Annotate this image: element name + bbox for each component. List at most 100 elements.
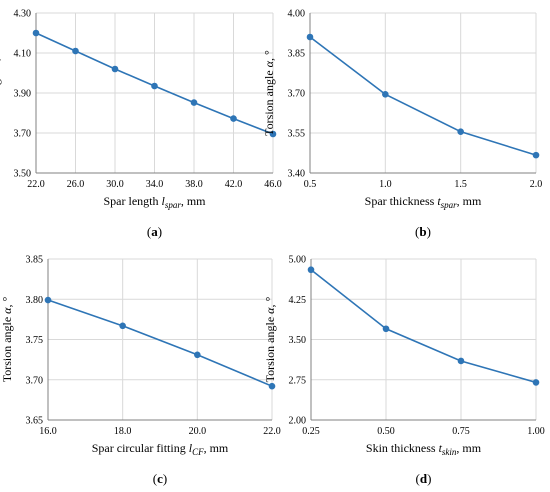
data-point: [457, 128, 464, 135]
series-line: [310, 269, 537, 384]
x-axis-title-unit: , mm: [456, 441, 481, 455]
data-point: [269, 130, 277, 138]
y-tick-label: 5.00: [289, 255, 307, 266]
y-axis-title-main: Torsion angle: [262, 67, 276, 135]
data-point: [230, 115, 237, 122]
x-axis-title: Spar length lspar, mm: [103, 194, 206, 210]
y-tick-label: 4.10: [14, 49, 32, 60]
y-tick-label: 3.50: [289, 335, 307, 346]
y-tick-label: 2.00: [289, 416, 307, 427]
x-axis-title-symbol: l: [189, 441, 193, 455]
x-tick-label: 22.0: [27, 179, 45, 190]
data-point: [307, 266, 315, 274]
chart-panel-1: 22.0 26.0 30.0 34.0 38.0 42.0 46.0 3.50 3.70 3.90…: [0, 9, 282, 240]
x-tick-label: 0.5: [304, 179, 317, 190]
y-tick-label: 3.70: [14, 129, 32, 140]
chart-panel-4: 0.25 0.50 0.75 1.00 2.00 2.75 3.50 4.25 5.00 Tors…: [263, 255, 545, 487]
x-tick-label: 16.0: [39, 426, 57, 437]
y-axis-title-main: Torsion angle: [0, 67, 2, 135]
panel-label-open: (: [153, 471, 157, 486]
x-tick-label: 30.0: [106, 179, 124, 190]
panel-label-close: ): [158, 224, 162, 239]
y-tick-label: 3.75: [26, 335, 44, 346]
data-point: [382, 91, 389, 98]
y-tick-label: 3.85: [288, 49, 306, 60]
y-axis-title: Torsion angle α, °: [263, 297, 277, 383]
y-tick-label: 3.70: [26, 375, 44, 386]
data-point: [44, 296, 52, 304]
chart-panel-3: 16.0 18.0 20.0 22.0 3.65 3.70 3.75 3.80 3.85 Tors…: [0, 255, 281, 487]
x-tick-label: 38.0: [185, 179, 203, 190]
x-tick-label: 18.0: [114, 426, 132, 437]
data-point: [194, 351, 201, 359]
y-axis-title-main: Torsion angle: [263, 314, 277, 382]
y-tick-label: 3.65: [26, 416, 44, 427]
x-tick-label: 1.5: [454, 179, 467, 190]
y-axis-title-unit: , °: [0, 50, 2, 61]
y-axis-title-symbol: α: [0, 60, 2, 67]
data-point: [72, 47, 79, 55]
panel-label-letter: c: [157, 471, 163, 486]
x-axis-title-subscript: CF: [192, 447, 204, 457]
y-tick-label: 3.85: [26, 255, 44, 266]
y-axis-title-main: Torsion angle: [0, 314, 14, 382]
data-point: [151, 82, 158, 90]
series-line: [309, 36, 537, 156]
panel-label-close: ): [427, 471, 431, 486]
x-tick-label: 34.0: [146, 179, 164, 190]
x-tick-label: 1.0: [379, 179, 392, 190]
y-tick-label: 3.70: [288, 89, 306, 100]
panel-label: (d): [416, 471, 432, 486]
y-tick-label: 4.00: [288, 9, 306, 20]
y-tick-label: 4.30: [14, 9, 32, 20]
x-axis-title-subscript: skin: [442, 447, 457, 457]
x-axis-title-unit: , mm: [181, 194, 206, 208]
x-axis-title-symbol: l: [161, 194, 165, 208]
y-axis-title: Torsion angle α, °: [0, 50, 2, 136]
chart-panel-2: 0.5 1.0 1.5 2.0 3.40 3.55 3.70 3.85 4.00 Torsion …: [262, 9, 542, 240]
data-point: [532, 151, 540, 159]
panel-label-close: ): [427, 224, 431, 239]
x-tick-label: 0.75: [452, 426, 470, 437]
x-axis-title-symbol: t: [439, 441, 443, 455]
panel-label: (c): [153, 471, 167, 486]
x-axis-title-subscript: spar: [165, 200, 182, 210]
x-tick-label: 42.0: [225, 179, 243, 190]
x-tick-label: 20.0: [189, 426, 207, 437]
panel-label-open: (: [416, 471, 420, 486]
panel-label-open: (: [415, 224, 419, 239]
x-axis-title: Spar thickness tspar, mm: [365, 194, 482, 210]
y-axis-title-unit: , °: [0, 297, 14, 308]
panel-label-close: ): [163, 471, 167, 486]
x-tick-label: 22.0: [263, 426, 281, 437]
y-axis-title: Torsion angle α, °: [262, 50, 276, 136]
data-point: [457, 357, 465, 365]
x-tick-label: 0.25: [302, 426, 320, 437]
series-line: [47, 299, 273, 387]
x-axis-title-main: Spar thickness: [365, 194, 438, 208]
y-tick-label: 3.55: [288, 129, 306, 140]
panel-label-letter: b: [419, 224, 426, 239]
x-axis-title-main: Spar circular fitting: [92, 441, 189, 455]
panel-label-open: (: [147, 224, 151, 239]
y-tick-label: 4.25: [289, 295, 307, 306]
y-tick-label: 2.75: [289, 375, 307, 386]
data-point: [382, 325, 390, 333]
panel-label: (b): [415, 224, 431, 239]
x-axis-title-subscript: spar: [441, 200, 458, 210]
x-tick-label: 46.0: [264, 179, 282, 190]
panel-label-letter: d: [420, 471, 428, 486]
x-axis-title: Spar circular fitting lCF, mm: [92, 441, 229, 457]
y-axis-title-unit: , °: [262, 50, 276, 61]
x-axis-title-unit: , mm: [457, 194, 482, 208]
data-point: [190, 99, 198, 106]
x-tick-label: 1.00: [527, 426, 545, 437]
y-axis-title: Torsion angle α, °: [0, 297, 14, 383]
data-point: [532, 379, 540, 386]
x-axis-title-main: Spar length: [103, 194, 161, 208]
x-axis-title-unit: , mm: [204, 441, 229, 455]
y-tick-label: 3.80: [26, 295, 44, 306]
data-point: [268, 382, 276, 390]
y-axis-title-unit: , °: [263, 297, 277, 308]
y-axis-title-symbol: α: [0, 307, 14, 314]
